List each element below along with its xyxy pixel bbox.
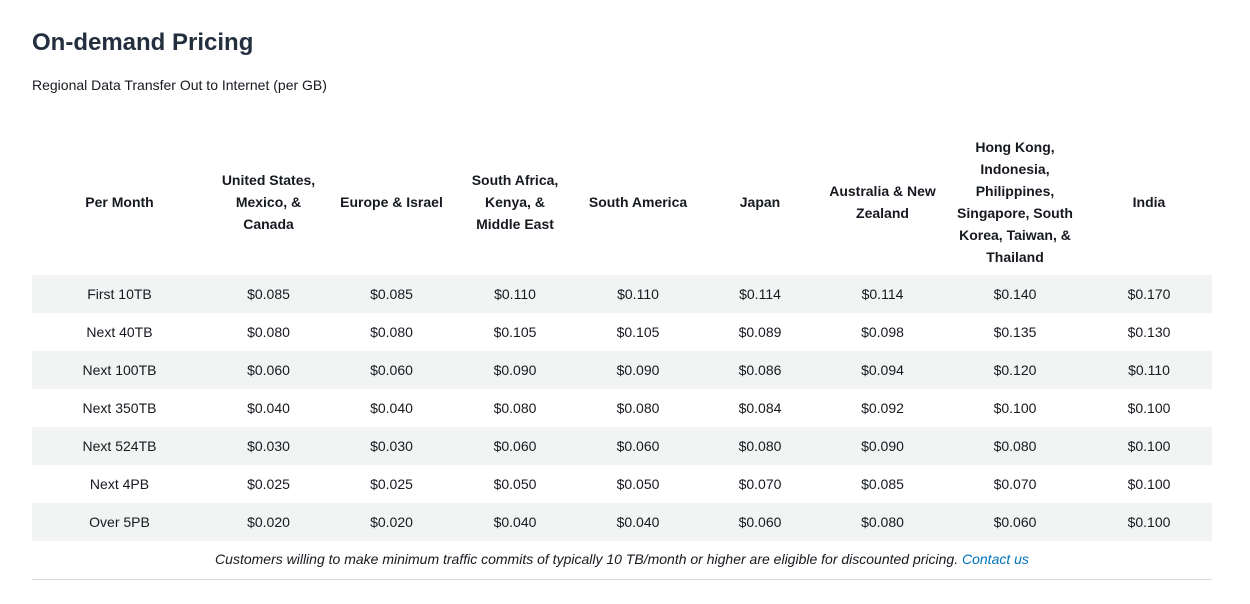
price-cell: $0.084 — [738, 400, 782, 416]
contact-us-link[interactable]: Contact us — [962, 551, 1029, 567]
column-header-region: Australia & New Zealand — [829, 182, 936, 221]
price-cell: $0.050 — [616, 476, 660, 492]
price-cell: $0.070 — [993, 476, 1037, 492]
price-cell: $0.020 — [247, 514, 290, 530]
price-cell: $0.114 — [861, 286, 904, 302]
price-cell: $0.070 — [738, 476, 782, 492]
table-row: Next 100TB $0.060 $0.060 $0.090 $0.090 $0.086… — [32, 351, 1212, 389]
price-cell: $0.090 — [616, 362, 660, 378]
price-cell: $0.090 — [861, 438, 904, 454]
price-cell: $0.080 — [861, 514, 904, 530]
tier-label: Next 350TB — [82, 400, 157, 416]
price-cell: $0.100 — [1127, 514, 1171, 530]
column-header-region: Hong Kong, Indonesia, Philippines, Singa… — [957, 138, 1073, 265]
price-cell: $0.060 — [493, 438, 537, 454]
table-row: Next 350TB $0.040 $0.040 $0.080 $0.080 $0.084… — [32, 389, 1212, 427]
price-cell: $0.030 — [247, 438, 290, 454]
price-cell: $0.105 — [616, 324, 660, 340]
price-cell: $0.098 — [861, 324, 904, 340]
page-title: On-demand Pricing — [32, 29, 254, 56]
table-body: First 10TB $0.085 $0.085 $0.110 $0.110 $0.114… — [32, 275, 1212, 541]
price-cell: $0.080 — [247, 324, 290, 340]
price-cell: $0.120 — [993, 362, 1037, 378]
footnote-text: Customers willing to make minimum traffi… — [215, 551, 959, 567]
column-header-region: Japan — [739, 193, 781, 210]
price-cell: $0.094 — [861, 362, 904, 378]
price-cell: $0.060 — [738, 514, 782, 530]
table-caption: Regional Data Transfer Out to Internet (… — [32, 77, 327, 93]
table-row: First 10TB $0.085 $0.085 $0.110 $0.110 $0.114… — [32, 275, 1212, 313]
price-cell: $0.100 — [1127, 476, 1171, 492]
price-cell: $0.085 — [370, 286, 413, 302]
column-header-region: Europe & Israel — [340, 193, 443, 210]
column-header-region: South America — [588, 193, 688, 210]
price-cell: $0.140 — [993, 286, 1037, 302]
price-cell: $0.085 — [861, 476, 904, 492]
table-row: Next 524TB $0.030 $0.030 $0.060 $0.060 $0.080… — [32, 427, 1212, 465]
table-row: Over 5PB $0.020 $0.020 $0.040 $0.040 $0.060 $0… — [32, 503, 1212, 541]
price-cell: $0.060 — [993, 514, 1037, 530]
column-header-region: India — [1132, 193, 1166, 210]
price-cell: $0.100 — [993, 400, 1037, 416]
tier-label: Over 5PB — [89, 514, 150, 530]
price-cell: $0.170 — [1127, 286, 1171, 302]
footnote: Customers willing to make minimum traffi… — [32, 551, 1212, 567]
price-cell: $0.092 — [861, 400, 904, 416]
pricing-table: Per Month United States, Mexico, & Canada… — [32, 128, 1212, 541]
price-cell: $0.025 — [370, 476, 413, 492]
price-cell: $0.040 — [616, 514, 660, 530]
price-cell: $0.110 — [617, 286, 659, 302]
price-cell: $0.080 — [616, 400, 660, 416]
column-header-per-month: Per Month — [85, 193, 154, 210]
column-header-region: United States, Mexico, & Canada — [221, 171, 316, 232]
tier-label: Next 4PB — [89, 476, 150, 492]
price-cell: $0.110 — [1128, 362, 1170, 378]
price-cell: $0.040 — [370, 400, 413, 416]
price-cell: $0.080 — [993, 438, 1037, 454]
price-cell: $0.090 — [493, 362, 537, 378]
price-cell: $0.080 — [493, 400, 537, 416]
price-cell: $0.060 — [616, 438, 660, 454]
price-cell: $0.080 — [738, 438, 782, 454]
tier-label: Next 100TB — [82, 362, 157, 378]
price-cell: $0.130 — [1127, 324, 1171, 340]
price-cell: $0.050 — [493, 476, 537, 492]
price-cell: $0.114 — [739, 286, 781, 302]
price-cell: $0.100 — [1127, 438, 1171, 454]
price-cell: $0.060 — [247, 362, 290, 378]
column-header-region: South Africa, Kenya, & Middle East — [471, 171, 559, 232]
price-cell: $0.020 — [370, 514, 413, 530]
price-cell: $0.105 — [493, 324, 537, 340]
table-row: Next 40TB $0.080 $0.080 $0.105 $0.105 $0.089 $… — [32, 313, 1212, 351]
price-cell: $0.060 — [370, 362, 413, 378]
tier-label: Next 524TB — [82, 438, 157, 454]
price-cell: $0.080 — [370, 324, 413, 340]
tier-label: First 10TB — [87, 286, 152, 302]
price-cell: $0.086 — [738, 362, 782, 378]
price-cell: $0.025 — [247, 476, 290, 492]
price-cell: $0.030 — [370, 438, 413, 454]
table-header: Per Month United States, Mexico, & Canada… — [32, 128, 1212, 275]
price-cell: $0.040 — [493, 514, 537, 530]
price-cell: $0.100 — [1127, 400, 1171, 416]
table-row: Next 4PB $0.025 $0.025 $0.050 $0.050 $0.070 $0… — [32, 465, 1212, 503]
price-cell: $0.135 — [993, 324, 1037, 340]
tier-label: Next 40TB — [86, 324, 153, 340]
header-row: Per Month United States, Mexico, & Canada… — [32, 128, 1212, 275]
price-cell: $0.040 — [247, 400, 290, 416]
price-cell: $0.085 — [247, 286, 290, 302]
price-cell: $0.110 — [494, 286, 536, 302]
price-cell: $0.089 — [738, 324, 782, 340]
divider — [32, 579, 1212, 580]
